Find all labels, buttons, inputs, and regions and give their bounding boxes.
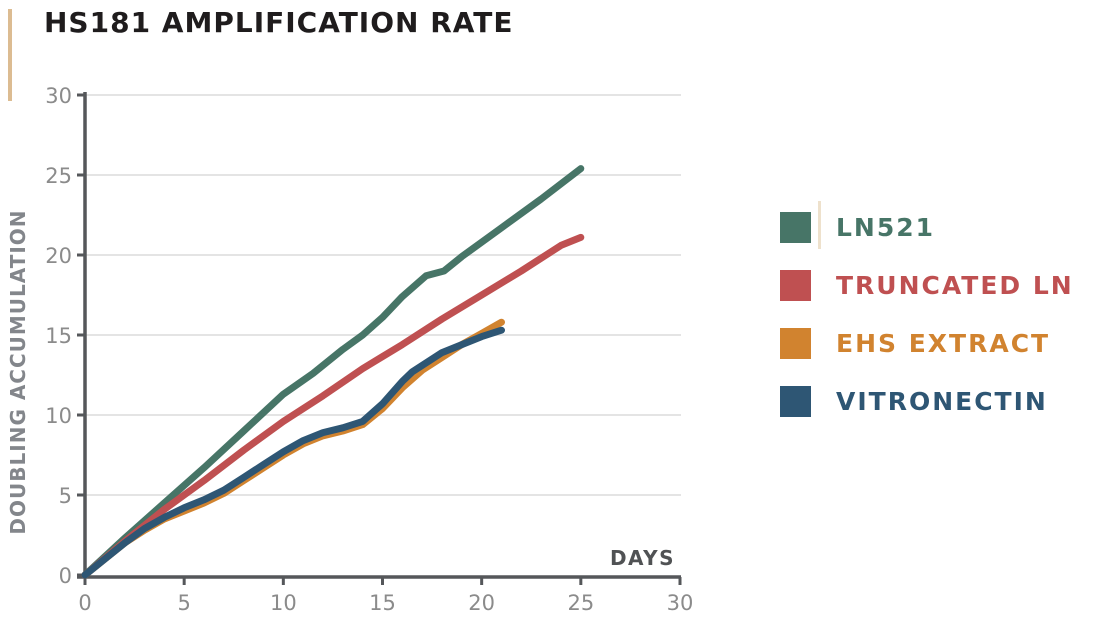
y-tick-label-0: 0 <box>59 564 72 588</box>
legend-item-truncated-ln: TRUNCATED LN <box>780 270 1074 301</box>
legend-label: EHS EXTRACT <box>836 329 1051 358</box>
legend-label: TRUNCATED LN <box>836 271 1074 300</box>
series-line-ln521 <box>81 165 585 579</box>
legend-artifact-line <box>818 201 821 249</box>
legend-swatch <box>780 386 811 417</box>
x-tick-label-15: 15 <box>369 591 396 615</box>
title-accent-bar <box>8 9 12 101</box>
y-tick-label-5: 5 <box>59 484 72 508</box>
legend-label: VITRONECTIN <box>836 387 1048 416</box>
legend-label: LN521 <box>836 213 936 242</box>
x-tick-label-10: 10 <box>270 591 297 615</box>
y-tick-label-20: 20 <box>45 244 72 268</box>
series-line-vitronectin <box>81 326 505 579</box>
series-line-truncated-ln <box>81 233 585 579</box>
x-tick-label-20: 20 <box>468 591 495 615</box>
y-tick-label-25: 25 <box>45 164 72 188</box>
x-axis-title: DAYS <box>609 546 675 570</box>
legend-swatch <box>780 270 811 301</box>
legend: LN521 TRUNCATED LN EHS EXTRACT VITRONECTIN <box>780 212 1074 444</box>
legend-item-ehs-extract: EHS EXTRACT <box>780 328 1074 359</box>
x-tick-label-0: 0 <box>78 591 91 615</box>
y-tick-label-10: 10 <box>45 404 72 428</box>
y-tick-label-15: 15 <box>45 324 72 348</box>
legend-swatch <box>780 212 811 243</box>
x-tick-label-25: 25 <box>567 591 594 615</box>
legend-item-ln521: LN521 <box>780 212 1074 243</box>
y-tick-label-30: 30 <box>45 84 72 108</box>
x-tick-label-30: 30 <box>667 591 694 615</box>
legend-item-vitronectin: VITRONECTIN <box>780 386 1074 417</box>
x-tick-label-5: 5 <box>177 591 190 615</box>
legend-swatch <box>780 328 811 359</box>
chart-title: HS181 AMPLIFICATION RATE <box>44 6 514 39</box>
